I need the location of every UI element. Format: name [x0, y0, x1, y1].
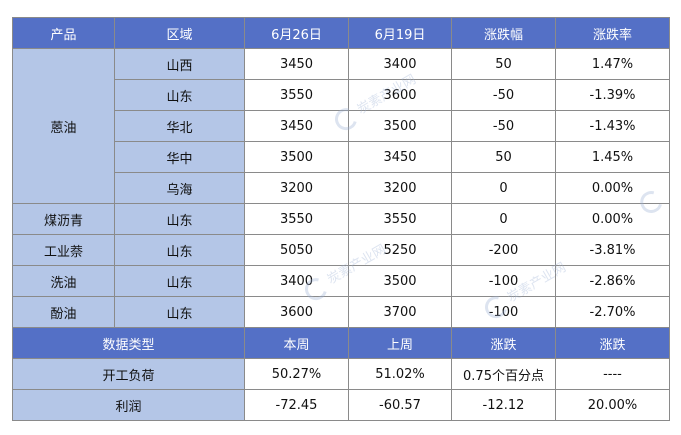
header-date-previous: 6月19日 [348, 17, 452, 49]
rate-cell: 0.00% [555, 172, 670, 204]
value-previous: 5250 [348, 234, 452, 266]
region-cell: 乌海 [114, 172, 245, 204]
value-previous: 3500 [348, 265, 452, 297]
table-row: 乌海 3200 3200 0 0.00% [13, 172, 670, 204]
value-previous: 3400 [348, 48, 452, 80]
table-row: 煤沥青 山东 3550 3550 0 0.00% [12, 203, 670, 235]
stats-header-change-2: 涨跌 [555, 327, 670, 359]
coal-tar-price-table: 产品 区域 6月26日 6月19日 涨跌幅 涨跌率 蒽油 山西 3450 340… [12, 17, 670, 421]
product-name: 蒽油 [12, 48, 115, 204]
change-cell: 0 [451, 203, 556, 235]
rate-cell: -1.39% [555, 79, 670, 111]
stats-header-type: 数据类型 [12, 327, 245, 359]
table-row: 洗油 山东 3400 3500 -100 -2.86% [12, 265, 670, 297]
stats-row: 开工负荷 50.27% 51.02% 0.75个百分点 ---- [12, 358, 670, 390]
change-cell: -50 [451, 110, 556, 142]
region-cell: 山西 [114, 48, 245, 80]
header-date-current: 6月26日 [244, 17, 349, 49]
stats-change-2: ---- [555, 358, 670, 390]
stats-header-this-week: 本周 [244, 327, 349, 359]
product-name: 洗油 [12, 265, 115, 297]
value-current: 3200 [244, 172, 349, 204]
product-name: 煤沥青 [12, 203, 115, 235]
value-previous: 3200 [348, 172, 452, 204]
region-cell: 山东 [114, 79, 245, 111]
stats-row: 利润 -72.45 -60.57 -12.12 20.00% [12, 389, 670, 421]
stats-header-row: 数据类型 本周 上周 涨跌 涨跌 [12, 327, 670, 359]
stats-header-last-week: 上周 [348, 327, 452, 359]
rate-cell: -2.86% [555, 265, 670, 297]
rate-cell: 1.45% [555, 141, 670, 173]
rate-cell: -2.70% [555, 296, 670, 328]
value-current: 3450 [244, 110, 349, 142]
rate-cell: -3.81% [555, 234, 670, 266]
change-cell: 50 [451, 48, 556, 80]
stats-last-week: 51.02% [348, 358, 452, 390]
stats-label: 开工负荷 [12, 358, 245, 390]
value-previous: 3500 [348, 110, 452, 142]
region-cell: 山东 [114, 296, 245, 328]
header-region: 区域 [114, 17, 245, 49]
change-cell: -100 [451, 265, 556, 297]
change-cell: -100 [451, 296, 556, 328]
rate-cell: -1.43% [555, 110, 670, 142]
change-cell: -200 [451, 234, 556, 266]
rate-cell: 1.47% [555, 48, 670, 80]
value-current: 3400 [244, 265, 349, 297]
value-current: 3500 [244, 141, 349, 173]
stats-this-week: 50.27% [244, 358, 349, 390]
stats-this-week: -72.45 [244, 389, 349, 421]
value-previous: 3550 [348, 203, 452, 235]
value-current: 3550 [244, 203, 349, 235]
table-row: 工业萘 山东 5050 5250 -200 -3.81% [12, 234, 670, 266]
value-previous: 3600 [348, 79, 452, 111]
region-cell: 华中 [114, 141, 245, 173]
product-name: 工业萘 [12, 234, 115, 266]
value-current: 3550 [244, 79, 349, 111]
region-cell: 山东 [114, 234, 245, 266]
value-previous: 3450 [348, 141, 452, 173]
stats-header-change: 涨跌 [451, 327, 556, 359]
header-product: 产品 [12, 17, 115, 49]
change-cell: 0 [451, 172, 556, 204]
value-current: 3600 [244, 296, 349, 328]
change-cell: -50 [451, 79, 556, 111]
rate-cell: 0.00% [555, 203, 670, 235]
product-name: 酚油 [12, 296, 115, 328]
table-row: 酚油 山东 3600 3700 -100 -2.70% [12, 296, 670, 328]
stats-label: 利润 [12, 389, 245, 421]
stats-change: 0.75个百分点 [451, 358, 556, 390]
table-row: 华中 3500 3450 50 1.45% [13, 141, 670, 173]
header-change: 涨跌幅 [451, 17, 556, 49]
table-row: 华北 3450 3500 -50 -1.43% [13, 110, 670, 142]
header-rate: 涨跌率 [555, 17, 670, 49]
region-cell: 山东 [114, 265, 245, 297]
stats-change: -12.12 [451, 389, 556, 421]
table-header-row: 产品 区域 6月26日 6月19日 涨跌幅 涨跌率 [12, 17, 670, 49]
stats-change-2: 20.00% [555, 389, 670, 421]
table-row: 山东 3550 3600 -50 -1.39% [13, 79, 670, 111]
value-previous: 3700 [348, 296, 452, 328]
value-current: 3450 [244, 48, 349, 80]
value-current: 5050 [244, 234, 349, 266]
table-row: 蒽油 山西 3450 3400 50 1.47% [12, 48, 670, 204]
stats-last-week: -60.57 [348, 389, 452, 421]
region-cell: 山东 [114, 203, 245, 235]
region-cell: 华北 [114, 110, 245, 142]
change-cell: 50 [451, 141, 556, 173]
